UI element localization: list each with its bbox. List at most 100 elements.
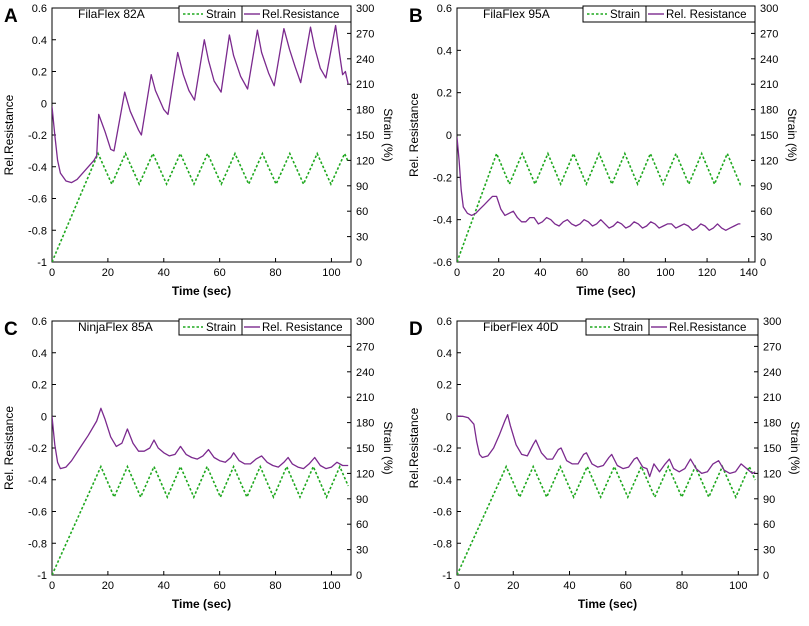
x-tick-label: 0	[454, 580, 460, 592]
y2-tick-label: 120	[356, 155, 374, 167]
y2-tick-label: 240	[356, 367, 374, 379]
y2-tick-label: 0	[763, 570, 769, 582]
panel-letter: C	[4, 319, 18, 340]
y-tick-label: 0	[446, 411, 452, 423]
y2-tick-label: 30	[760, 232, 772, 244]
x-tick-label: 80	[269, 267, 281, 279]
y2-tick-label: 150	[763, 443, 781, 455]
chart-title: FilaFlex 82A	[78, 7, 145, 21]
y-tick-label: 0.4	[32, 348, 47, 360]
chart-panel-a: A -1 -0.8 -0.6 -0.4 -0.2 0 0.2 0.4 0.6 0 30 60 90 120 1…	[2, 3, 395, 298]
y2-tick-label: 60	[356, 519, 368, 531]
y-tick-label: -0.6	[433, 507, 452, 519]
y2-axis-title: Strain (%)	[381, 108, 395, 161]
y-tick-label: 0.2	[437, 88, 452, 100]
plot-frame	[456, 320, 759, 576]
x-tick-label: 0	[49, 267, 55, 279]
y2-tick-label: 300	[760, 3, 778, 15]
y2-tick-label: 270	[763, 341, 781, 353]
y2-tick-label: 0	[760, 257, 766, 269]
y-tick-label: -0.2	[433, 443, 452, 455]
x-tick-label: 40	[563, 580, 575, 592]
plot-frame	[456, 7, 756, 263]
strain-series-line	[52, 151, 349, 262]
y2-tick-label: 270	[356, 28, 374, 40]
x-tick-label: 20	[102, 267, 114, 279]
y-tick-label: -0.8	[433, 538, 452, 550]
strain-series-line	[52, 464, 349, 575]
y-tick-label: 0	[41, 98, 47, 110]
x-axis-title: Time (sec)	[172, 597, 231, 611]
y2-tick-label: 60	[760, 206, 772, 218]
y2-tick-label: 270	[760, 28, 778, 40]
y2-tick-label: 240	[760, 54, 778, 66]
y-tick-label: 0.6	[437, 316, 452, 328]
y2-tick-label: 210	[356, 392, 374, 404]
resistance-series-line	[52, 24, 349, 184]
strain-series-line	[457, 464, 756, 575]
chart-panel-b: B -0.6 -0.4 -0.2 0 0.2 0.4 0.6 0 30 60 90 120 150 180 2…	[407, 3, 799, 298]
legend-label-strain: Strain	[206, 322, 236, 334]
y2-tick-label: 120	[760, 155, 778, 167]
y-tick-label: -0.4	[433, 475, 452, 487]
legend-label-resistance: Rel. Resistance	[262, 322, 343, 334]
y2-tick-label: 300	[356, 3, 374, 15]
y2-tick-label: 90	[763, 494, 775, 506]
panel-letter: D	[409, 319, 423, 340]
y2-tick-label: 180	[356, 418, 374, 430]
y2-tick-label: 120	[356, 468, 374, 480]
y2-tick-label: 30	[356, 545, 368, 557]
legend-box-resistance	[241, 5, 352, 23]
x-tick-label: 20	[493, 267, 505, 279]
x-tick-label: 80	[676, 580, 688, 592]
y-tick-label: 0.4	[437, 45, 452, 57]
resistance-series-line	[457, 137, 741, 231]
y-tick-label: -1	[37, 570, 47, 582]
y2-tick-label: 150	[356, 443, 374, 455]
x-tick-label: 120	[698, 267, 716, 279]
y2-tick-label: 90	[356, 181, 368, 193]
legend-box-resistance	[645, 5, 756, 23]
y-tick-label: -0.2	[28, 443, 47, 455]
x-axis-title: Time (sec)	[578, 597, 637, 611]
legend-label-strain: Strain	[613, 322, 643, 334]
y2-tick-label: 0	[356, 570, 362, 582]
y2-axis-title: Strain (%)	[785, 108, 799, 161]
x-tick-label: 100	[322, 267, 340, 279]
legend-label-strain: Strain	[206, 9, 236, 21]
y2-tick-label: 60	[356, 206, 368, 218]
y2-tick-label: 90	[760, 181, 772, 193]
y-tick-label: -0.6	[28, 194, 47, 206]
y2-tick-label: 90	[356, 494, 368, 506]
y2-axis-title: Strain (%)	[381, 421, 395, 474]
x-tick-label: 60	[620, 580, 632, 592]
x-tick-label: 100	[729, 580, 747, 592]
legend-label-strain: Strain	[610, 9, 640, 21]
legend-box-resistance	[648, 318, 759, 336]
y-tick-label: -0.8	[28, 225, 47, 237]
chart-panel-c: C -1 -0.8 -0.6 -0.4 -0.2 0 0.2 0.4 0.6 0 30 60 90 120 1…	[2, 316, 395, 611]
y-tick-label: 0.2	[32, 67, 47, 79]
chart-title: FiberFlex 40D	[483, 320, 559, 334]
y2-tick-label: 300	[356, 316, 374, 328]
y2-tick-label: 210	[763, 392, 781, 404]
x-tick-label: 40	[158, 267, 170, 279]
y2-tick-label: 150	[760, 130, 778, 142]
y2-tick-label: 60	[763, 519, 775, 531]
y2-tick-label: 180	[763, 418, 781, 430]
y-tick-label: -0.4	[28, 162, 47, 174]
legend-label-resistance: Rel.Resistance	[262, 9, 339, 21]
y-tick-label: 0	[41, 411, 47, 423]
legend-label-resistance: Rel. Resistance	[666, 9, 747, 21]
y2-tick-label: 150	[356, 130, 374, 142]
y2-tick-label: 180	[356, 105, 374, 117]
panel-letter: A	[4, 6, 18, 27]
y2-tick-label: 30	[356, 232, 368, 244]
y2-tick-label: 270	[356, 341, 374, 353]
y2-tick-label: 0	[356, 257, 362, 269]
x-axis-title: Time (sec)	[576, 284, 635, 298]
y-tick-label: 0	[446, 130, 452, 142]
y-tick-label: -1	[37, 257, 47, 269]
chart-title: FilaFlex 95A	[483, 7, 550, 21]
panel-letter: B	[409, 6, 423, 27]
